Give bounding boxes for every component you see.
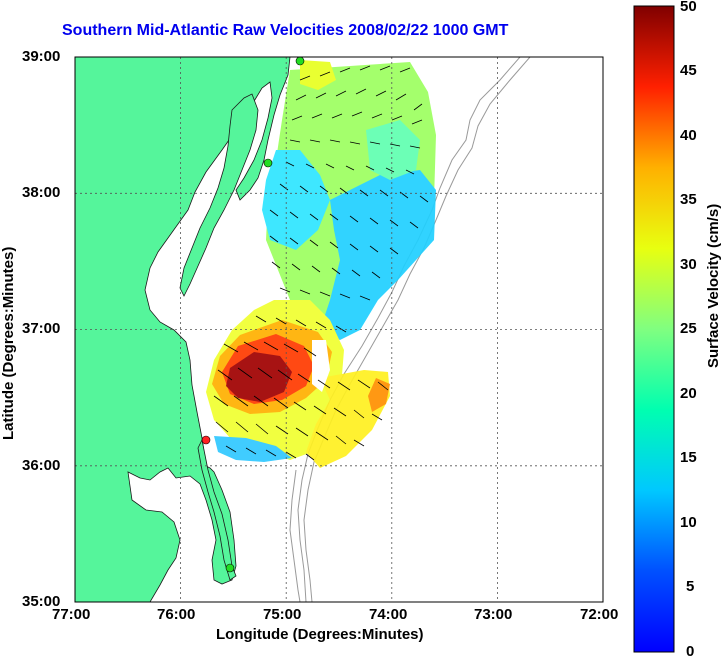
y-tick: 37:00 <box>22 320 61 337</box>
colorbar-tick: 10 <box>680 514 697 531</box>
velocity-field <box>206 60 436 468</box>
colorbar-tick: 45 <box>680 62 697 79</box>
colorbar-tick: 5 <box>686 578 695 595</box>
colorbar-tick: 30 <box>680 256 697 273</box>
colorbar-tick: 40 <box>680 127 697 144</box>
colorbar-tick: 25 <box>680 320 697 337</box>
colorbar-frame <box>633 5 675 653</box>
station-marker <box>295 57 305 66</box>
station-marker <box>225 563 235 573</box>
station-marker <box>263 158 273 168</box>
velocity-vectors <box>213 65 429 461</box>
colorbar-label: Surface Velocity (cm/s) <box>705 203 722 368</box>
colorbar-tick: 20 <box>680 385 697 402</box>
y-axis-label: Latitude (Degrees:Minutes) <box>0 246 17 440</box>
x-tick: 75:00 <box>263 606 302 623</box>
station-marker-alert <box>201 435 211 445</box>
land-mass <box>75 57 291 602</box>
colorbar-tick: 15 <box>680 449 697 466</box>
colorbar-tick: 50 <box>680 0 697 15</box>
x-tick: 73:00 <box>474 606 513 623</box>
y-tick: 35:00 <box>22 593 61 610</box>
colorbar-tick: 35 <box>680 191 697 208</box>
x-tick: 72:00 <box>580 606 619 623</box>
outer-banks <box>197 438 237 581</box>
colorbar <box>634 6 674 652</box>
grid-lines <box>75 57 603 602</box>
bathymetry-contours <box>289 57 531 602</box>
x-axis-label: Longitude (Degrees:Minutes) <box>216 626 424 643</box>
y-tick: 36:00 <box>22 457 61 474</box>
delmarva-peninsula <box>179 93 259 297</box>
x-tick: 74:00 <box>369 606 408 623</box>
y-tick: 39:00 <box>22 48 61 65</box>
colorbar-tick: 0 <box>686 643 695 660</box>
x-tick: 76:00 <box>157 606 196 623</box>
plot-frame <box>74 56 604 603</box>
x-tick: 77:00 <box>52 606 91 623</box>
map-title: Southern Mid-Atlantic Raw Velocities 200… <box>62 22 509 39</box>
y-tick: 38:00 <box>22 184 61 201</box>
